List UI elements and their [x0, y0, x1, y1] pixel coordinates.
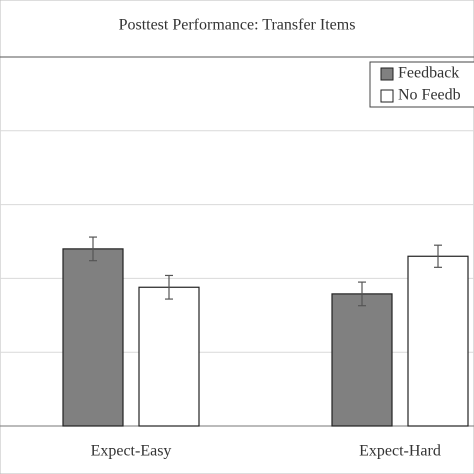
bar — [62, 248, 124, 427]
error-bar — [165, 274, 173, 300]
error-bar — [434, 244, 442, 268]
error-bar — [358, 281, 366, 307]
error-bar — [89, 236, 97, 262]
legend-swatch — [380, 67, 394, 81]
bar — [407, 255, 469, 427]
bar — [331, 293, 393, 427]
legend-label: Feedback — [398, 65, 459, 82]
legend-swatch — [380, 89, 394, 103]
legend-label: No Feedb — [398, 87, 461, 104]
x-tick-label: Expect-Easy — [91, 443, 172, 460]
x-tick-label: Expect-Hard — [359, 443, 441, 460]
chart-title: Posttest Performance: Transfer Items — [119, 17, 356, 34]
bar — [138, 286, 200, 427]
